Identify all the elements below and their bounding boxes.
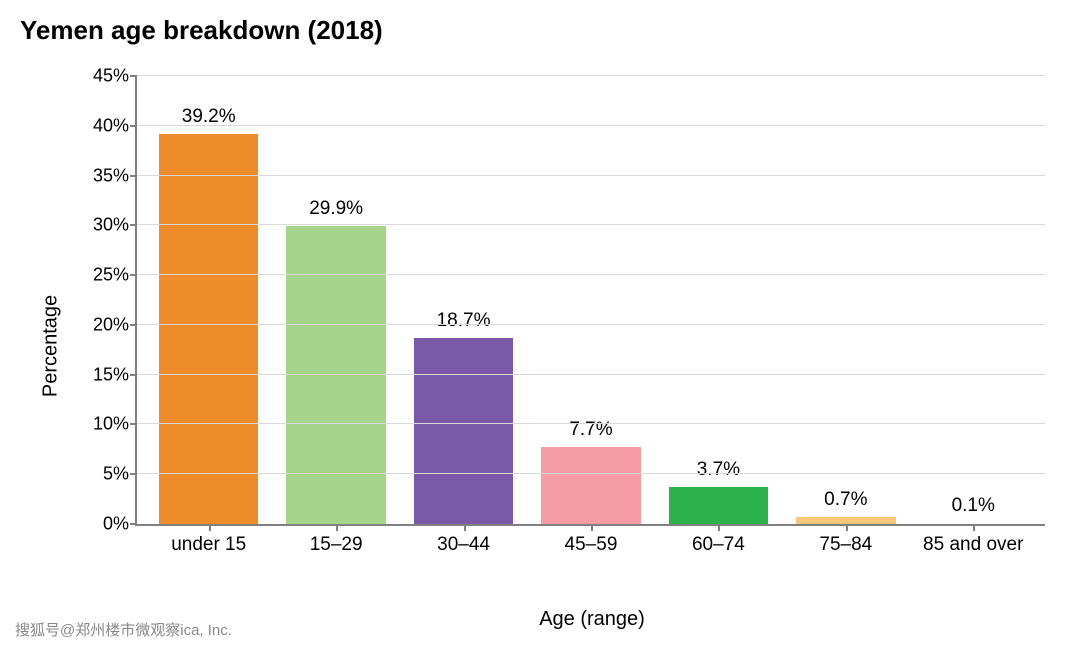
bar-value-label: 29.9% <box>309 198 363 220</box>
x-tick-label: 45–59 <box>536 534 646 557</box>
bar-slot: 0.7%75–84 <box>782 76 909 524</box>
y-axis-label: Percentage <box>40 295 63 397</box>
x-tick-mark <box>846 524 848 531</box>
bar-value-label: 18.7% <box>437 310 491 332</box>
gridline <box>137 75 1045 76</box>
bar <box>541 447 640 524</box>
bar-value-label: 0.1% <box>952 495 995 517</box>
bar <box>414 338 513 524</box>
bar-value-label: 0.7% <box>824 489 867 511</box>
gridline <box>137 125 1045 126</box>
plot-area: 39.2%under 1529.9%15–2918.7%30–447.7%45–… <box>135 76 1045 526</box>
chart-container: Yemen age breakdown (2018) Percentage 39… <box>20 15 1060 635</box>
bar-slot: 39.2%under 15 <box>145 76 272 524</box>
x-tick-mark <box>591 524 593 531</box>
bar <box>159 134 258 524</box>
y-tick-label: 35% <box>93 165 137 186</box>
y-tick-label: 5% <box>103 464 137 485</box>
bars-row: 39.2%under 1529.9%15–2918.7%30–447.7%45–… <box>137 76 1045 524</box>
bar-slot: 3.7%60–74 <box>655 76 782 524</box>
x-tick-label: 85 and over <box>918 534 1028 557</box>
watermark-text: 搜狐号@郑州楼市微观察ica, Inc. <box>15 619 232 640</box>
x-tick-label: 60–74 <box>663 534 773 557</box>
gridline <box>137 224 1045 225</box>
y-tick-label: 20% <box>93 314 137 335</box>
x-tick-label: under 15 <box>154 534 264 557</box>
gridline <box>137 324 1045 325</box>
x-tick-mark <box>464 524 466 531</box>
bar-slot: 7.7%45–59 <box>527 76 654 524</box>
bar-value-label: 3.7% <box>697 459 740 481</box>
x-tick-mark <box>973 524 975 531</box>
bar-slot: 29.9%15–29 <box>272 76 399 524</box>
bar <box>669 487 768 524</box>
y-tick-label: 45% <box>93 66 137 87</box>
y-tick-label: 15% <box>93 364 137 385</box>
x-tick-mark <box>209 524 211 531</box>
x-tick-mark <box>718 524 720 531</box>
y-tick-label: 30% <box>93 215 137 236</box>
bar-slot: 0.1%85 and over <box>910 76 1037 524</box>
x-axis-label: Age (range) <box>539 608 645 631</box>
x-tick-mark <box>336 524 338 531</box>
gridline <box>137 274 1045 275</box>
x-tick-label: 30–44 <box>409 534 519 557</box>
gridline <box>137 175 1045 176</box>
y-tick-label: 25% <box>93 265 137 286</box>
plot-wrapper: Percentage 39.2%under 1529.9%15–2918.7%3… <box>20 66 1060 626</box>
y-tick-label: 40% <box>93 115 137 136</box>
y-tick-label: 10% <box>93 414 137 435</box>
gridline <box>137 473 1045 474</box>
x-tick-label: 15–29 <box>281 534 391 557</box>
x-tick-label: 75–84 <box>791 534 901 557</box>
bar <box>796 517 895 524</box>
bar-slot: 18.7%30–44 <box>400 76 527 524</box>
gridline <box>137 374 1045 375</box>
y-tick-label: 0% <box>103 514 137 535</box>
gridline <box>137 423 1045 424</box>
bar <box>286 226 385 524</box>
chart-title: Yemen age breakdown (2018) <box>20 15 1060 46</box>
